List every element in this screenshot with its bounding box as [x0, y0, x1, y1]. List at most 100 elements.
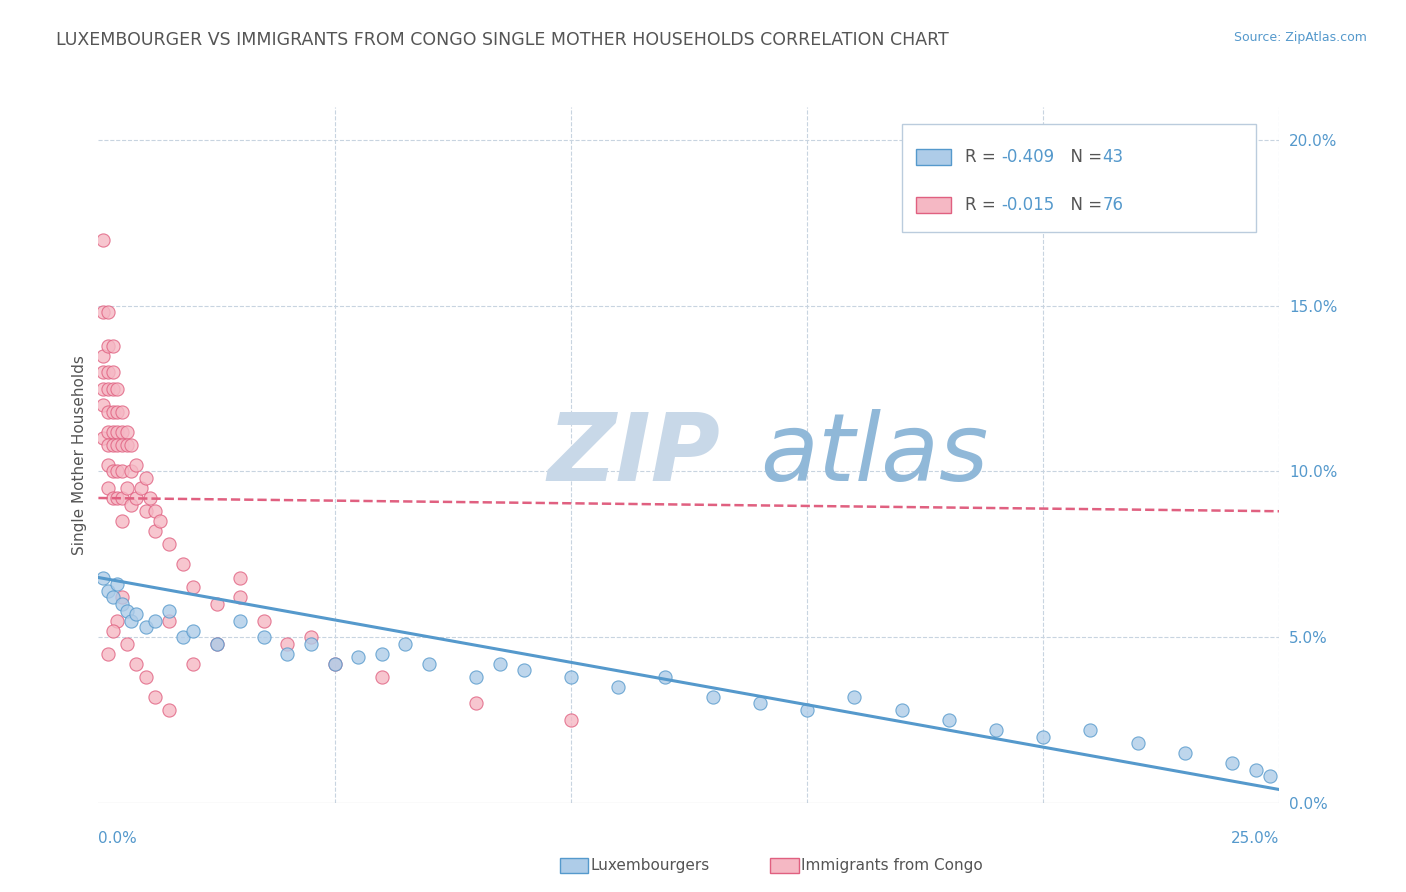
Point [157, 604, 180, 618]
Text: -0.015: -0.015 [1001, 196, 1054, 214]
Text: atlas: atlas [759, 409, 988, 500]
Point [101, 382, 124, 396]
Point [115, 481, 138, 495]
Point [105, 382, 128, 396]
Point [229, 614, 252, 628]
Point [1244, 763, 1267, 777]
Text: Immigrants from Congo: Immigrants from Congo [801, 858, 983, 872]
Point [1220, 756, 1243, 770]
Point [139, 491, 162, 505]
Point [115, 438, 138, 452]
Point [111, 405, 134, 419]
Point [121, 498, 143, 512]
Point [105, 438, 128, 452]
Point [394, 637, 416, 651]
Point [91, 570, 114, 584]
Text: Luxembourgers: Luxembourgers [591, 858, 710, 872]
Point [121, 438, 143, 452]
Text: N =: N = [1060, 148, 1108, 166]
Point [143, 690, 166, 704]
Point [607, 680, 630, 694]
Point [129, 481, 152, 495]
Point [143, 614, 166, 628]
Point [105, 614, 128, 628]
Point [181, 624, 204, 638]
Y-axis label: Single Mother Households: Single Mother Households [72, 355, 87, 555]
Point [347, 650, 370, 665]
Point [121, 465, 143, 479]
Point [97, 405, 120, 419]
Point [276, 647, 298, 661]
Point [91, 431, 114, 445]
Point [105, 577, 128, 591]
Point [205, 637, 228, 651]
Point [105, 491, 128, 505]
Point [844, 690, 866, 704]
Text: N =: N = [1060, 196, 1108, 214]
Point [125, 491, 148, 505]
Point [91, 382, 114, 396]
Point [101, 465, 124, 479]
Point [97, 647, 120, 661]
Point [149, 514, 172, 528]
Point [101, 438, 124, 452]
Point [111, 591, 134, 605]
Point [371, 647, 394, 661]
Point [253, 630, 276, 644]
Point [111, 514, 134, 528]
Point [91, 233, 114, 247]
Point [97, 365, 120, 379]
Text: 76: 76 [1102, 196, 1123, 214]
Point [97, 382, 120, 396]
Text: 0.0%: 0.0% [98, 830, 138, 846]
Point [125, 607, 148, 621]
Point [101, 491, 124, 505]
Point [157, 703, 180, 717]
Text: Source: ZipAtlas.com: Source: ZipAtlas.com [1233, 31, 1367, 45]
Point [465, 697, 488, 711]
Point [229, 591, 252, 605]
Point [172, 630, 194, 644]
Point [115, 425, 138, 439]
Point [560, 713, 582, 727]
Point [143, 504, 166, 518]
Point [101, 365, 124, 379]
Point [654, 670, 676, 684]
Text: LUXEMBOURGER VS IMMIGRANTS FROM CONGO SINGLE MOTHER HOUSEHOLDS CORRELATION CHART: LUXEMBOURGER VS IMMIGRANTS FROM CONGO SI… [56, 31, 949, 49]
Point [796, 703, 818, 717]
Point [105, 405, 128, 419]
Point [323, 657, 346, 671]
Point [181, 581, 204, 595]
Point [97, 438, 120, 452]
Text: 43: 43 [1102, 148, 1123, 166]
Point [890, 703, 912, 717]
Point [125, 657, 148, 671]
Text: ZIP: ZIP [547, 409, 720, 501]
Point [105, 425, 128, 439]
Point [91, 365, 114, 379]
Point [97, 425, 120, 439]
Point [465, 670, 488, 684]
Point [229, 570, 252, 584]
Text: R =: R = [965, 148, 1001, 166]
Point [115, 637, 138, 651]
Point [125, 458, 148, 472]
Point [157, 614, 180, 628]
Point [1080, 723, 1102, 737]
Point [111, 438, 134, 452]
Point [418, 657, 440, 671]
Point [101, 338, 124, 352]
Point [101, 624, 124, 638]
Point [323, 657, 346, 671]
Point [984, 723, 1007, 737]
Point [111, 425, 134, 439]
Point [97, 583, 120, 598]
Point [276, 637, 298, 651]
Point [299, 630, 322, 644]
Point [560, 670, 582, 684]
Point [1126, 736, 1149, 750]
Point [97, 305, 120, 319]
Point [115, 604, 138, 618]
Point [111, 465, 134, 479]
Point [101, 425, 124, 439]
